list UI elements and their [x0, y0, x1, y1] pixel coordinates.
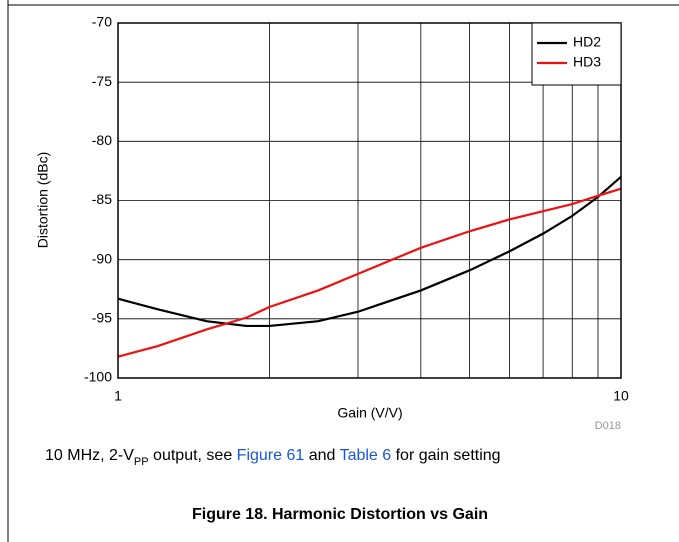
y-tick-label: -95	[92, 310, 112, 326]
caption-text: for gain setting	[391, 447, 500, 464]
series-line	[117, 187, 622, 358]
chart-title: Figure 18. Harmonic Distortion vs Gain	[192, 506, 488, 523]
caption-sub: PP	[134, 456, 149, 468]
y-tick-label: -70	[92, 14, 112, 30]
x-tick-label: 1	[114, 388, 122, 404]
caption: 10 MHz, 2-VPP output, see Figure 61 and …	[45, 447, 501, 468]
y-tick-label: -85	[92, 191, 112, 207]
plot-frame	[117, 22, 622, 379]
caption-text: and	[304, 447, 339, 464]
table-link[interactable]: Table 6	[340, 447, 392, 464]
legend-box	[531, 22, 622, 86]
caption-text: output, see	[149, 447, 237, 464]
y-axis-label: Distortion (dBc)	[35, 152, 51, 248]
legend-label: HD3	[573, 54, 601, 70]
legend-label: HD2	[573, 34, 601, 50]
x-axis-label: Gain (V/V)	[337, 405, 402, 421]
y-tick-label: -90	[92, 250, 112, 266]
figure-link[interactable]: Figure 61	[237, 447, 305, 464]
caption-text: 10 MHz, 2-V	[45, 447, 134, 464]
x-tick-label: 10	[613, 388, 629, 404]
series-line	[117, 176, 622, 328]
figure-id: D018	[595, 420, 621, 432]
y-tick-label: -80	[92, 132, 112, 148]
y-tick-label: -100	[84, 369, 112, 385]
y-tick-label: -75	[92, 73, 112, 89]
